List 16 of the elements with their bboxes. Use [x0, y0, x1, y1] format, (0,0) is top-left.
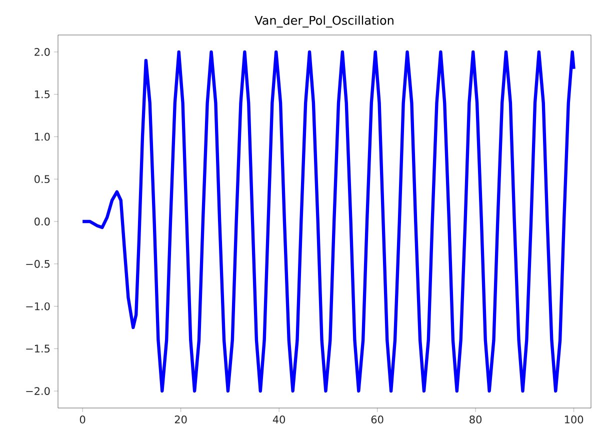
y-tick-label: 0.0	[34, 218, 50, 226]
y-tick-label: −1.0	[26, 302, 50, 310]
y-tick-label: −2.0	[26, 387, 50, 395]
x-tick-label: 100	[564, 416, 584, 424]
y-tick-label: −1.5	[26, 344, 50, 353]
x-tick-label: 0	[80, 416, 86, 424]
x-tick-label: 20	[174, 416, 187, 424]
x-tick-label: 60	[371, 416, 384, 424]
y-tick-label: 0.5	[34, 175, 50, 184]
y-tick-label: 2.0	[34, 48, 50, 56]
x-tick-label: 40	[272, 416, 286, 424]
x-tick-label: 80	[470, 416, 482, 424]
chart-title: Van_der_Pol_Oscillation	[254, 16, 394, 28]
y-tick-label: −0.5	[26, 260, 50, 268]
y-tick-label: 1.5	[34, 90, 50, 98]
y-tick-label: 1.0	[34, 132, 50, 141]
